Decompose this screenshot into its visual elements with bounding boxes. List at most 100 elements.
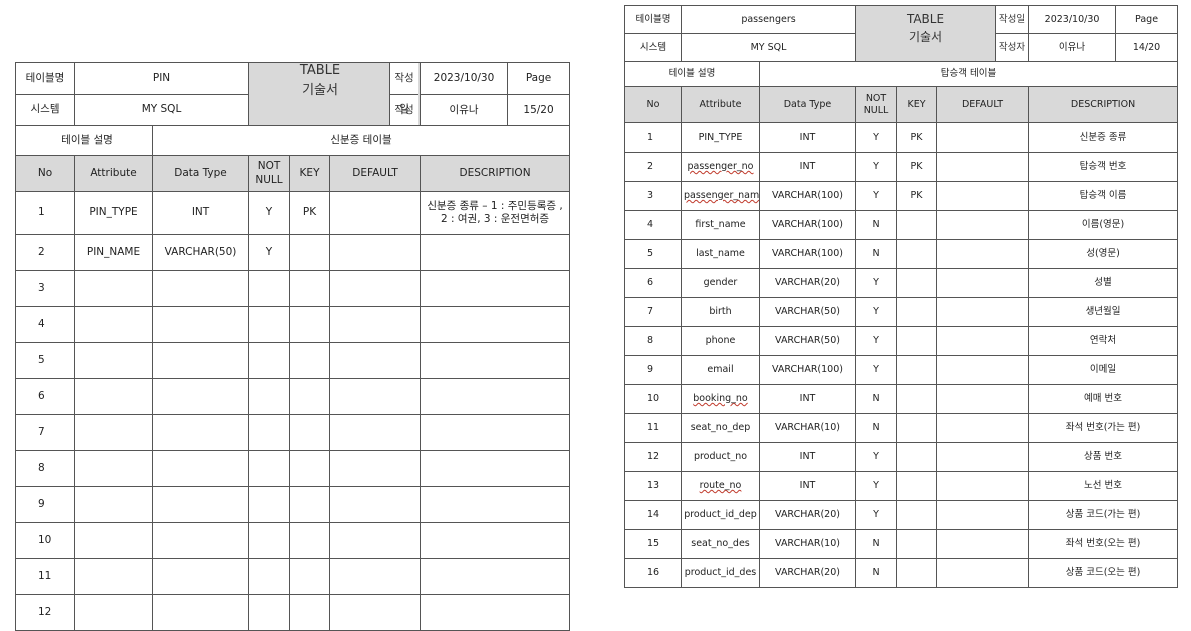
table-desc-label: 테이블 설명 [15,125,153,156]
doc-title-line2: 기술서 [302,83,338,99]
row-data-type: INT [758,384,857,414]
row-not-null [248,342,291,379]
row-description: 탑승객 번호 [1028,152,1179,182]
row-description: 탑승객 이름 [1028,181,1179,211]
row-attribute: birth [681,297,760,327]
row-default [936,152,1030,182]
row-data-type: VARCHAR(10) [758,529,857,559]
table-name-label: 테이블명 [624,5,682,34]
row-key: PK [896,181,938,211]
table-row: 2 passenger_no INT Y PK 탑승객 번호 [624,152,1179,182]
row-data-type: VARCHAR(50) [151,234,250,271]
row-key [289,414,331,451]
row-default [936,500,1030,530]
row-no: 4 [624,210,682,240]
row-key [289,234,331,271]
row-not-null: Y [855,268,898,298]
row-data-type [151,450,250,487]
row-default [329,191,422,235]
row-data-type [151,414,250,451]
row-not-null: N [855,529,898,559]
row-no: 2 [624,152,682,182]
row-key [289,558,331,595]
row-description: 좌석 번호(가는 편) [1028,413,1179,443]
row-attribute [74,522,153,559]
table-row: 2 PIN_NAME VARCHAR(50) Y [15,234,571,271]
doc-title: TABLE 기술서 작성일 작성자 [248,62,422,126]
table-row: 7 [15,414,571,451]
row-data-type: INT [151,191,250,235]
row-attribute: booking_no [681,384,760,414]
row-default [936,268,1030,298]
row-data-type [151,342,250,379]
row-description: 상품 코드(가는 편) [1028,500,1179,530]
system-value: MY SQL [680,33,857,62]
row-attribute [74,558,153,595]
row-no: 2 [15,234,75,271]
row-key: PK [896,122,938,153]
row-description: 신분증 종류 – 1 : 주민등록증 , 2 : 여권, 3 : 운전면허증 [420,191,571,235]
row-not-null: N [855,558,898,588]
row-default [329,594,422,631]
author-label: 작성자 [394,104,414,116]
row-attribute: product_id_dep [681,500,760,530]
col-header-no: No [624,86,682,123]
table-row: 16 product_id_des VARCHAR(20) N 상품 코드(오는 편) [624,558,1179,588]
row-not-null: Y [248,191,291,235]
table-desc-label: 테이블 설명 [624,61,760,87]
table-row: 4 [15,306,571,343]
row-not-null: Y [855,122,898,153]
table-row: 12 product_no INT Y 상품 번호 [624,442,1179,472]
row-attribute [74,594,153,631]
system-value: MY SQL [73,94,250,126]
table-name-value: PIN [73,62,250,95]
row-key [289,450,331,487]
row-data-type: VARCHAR(20) [758,558,857,588]
row-attribute: seat_no_dep [681,413,760,443]
row-description: 예매 번호 [1028,384,1179,414]
table-desc-value: 탑승객 테이블 [758,61,1179,87]
row-description: 성(영문) [1028,239,1179,269]
row-key [289,522,331,559]
column-header-row: No Attribute Data Type NOT NULL KEY DEFA… [624,86,1179,123]
row-data-type: VARCHAR(100) [758,210,857,240]
table-row: 10 booking_no INT N 예매 번호 [624,384,1179,414]
page-label: Page [1135,14,1159,25]
row-not-null: Y [248,234,291,271]
row-description: 생년월일 [1028,297,1179,327]
row-default [936,297,1030,327]
row-no: 1 [15,191,75,235]
row-data-type [151,486,250,523]
row-not-null: N [855,413,898,443]
row-data-type: INT [758,471,857,501]
row-key [896,558,938,588]
doc-title-line1: TABLE [299,63,341,79]
row-no: 13 [624,471,682,501]
row-default [936,181,1030,211]
row-not-null [248,486,291,523]
row-attribute: email [681,355,760,385]
row-not-null: Y [855,500,898,530]
table-row: 4 first_name VARCHAR(100) N 이름(영문) [624,210,1179,240]
table-row: 9 email VARCHAR(100) Y 이메일 [624,355,1179,385]
row-default [936,122,1030,153]
written-date-label: 작성일 [996,7,1028,34]
row-description [420,594,571,631]
page-label: Page [525,72,552,84]
row-not-null [248,522,291,559]
row-attribute: PIN_TYPE [74,191,153,235]
row-not-null [248,378,291,415]
row-description [420,270,571,307]
row-description [420,522,571,559]
row-key: PK [289,191,331,235]
row-key [896,326,938,356]
row-default [329,234,422,271]
table-row: 13 route_no INT Y 노선 번호 [624,471,1179,501]
table-row: 3 passenger_name VARCHAR(100) Y PK 탑승객 이름 [624,181,1179,211]
table-name-value: passengers [680,5,857,34]
row-attribute: passenger_name [681,181,760,211]
table-row: 8 [15,450,571,487]
row-attribute: product_no [681,442,760,472]
row-description: 상품 번호 [1028,442,1179,472]
row-key [289,270,331,307]
